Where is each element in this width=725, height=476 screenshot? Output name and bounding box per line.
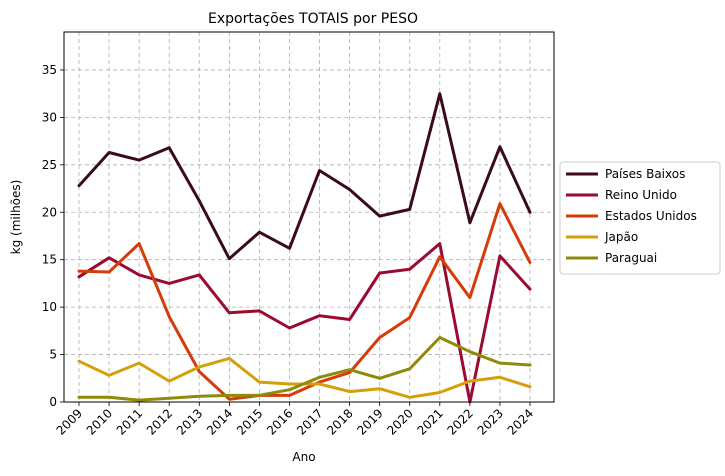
y-tick-label: 30 bbox=[42, 110, 57, 124]
plot-frame bbox=[63, 31, 555, 403]
chart-title: Exportações TOTAIS por PESO bbox=[208, 11, 418, 27]
legend-label: Reino Unido bbox=[605, 188, 677, 202]
series-line bbox=[77, 336, 532, 402]
y-tick-label: 20 bbox=[42, 205, 57, 219]
y-tick-label: 15 bbox=[42, 253, 57, 267]
legend: Países Baixos Reino Unido Estados Unidos Ja… bbox=[559, 161, 721, 275]
y-tick-label: 35 bbox=[42, 63, 57, 77]
y-tick-label: 0 bbox=[49, 395, 57, 409]
legend-label: Estados Unidos bbox=[605, 209, 697, 223]
x-axis-label: Ano bbox=[292, 450, 315, 464]
series-line bbox=[77, 202, 532, 401]
y-axis-label: kg (milhões) bbox=[9, 180, 23, 255]
y-tick-label: 10 bbox=[42, 300, 57, 314]
y-tick-label: 5 bbox=[49, 348, 57, 362]
series-line bbox=[77, 92, 532, 261]
series-lines bbox=[77, 92, 532, 404]
legend-label: Paraguai bbox=[605, 251, 657, 265]
legend-label: Países Baixos bbox=[605, 167, 685, 181]
legend-label: Japão bbox=[604, 230, 638, 244]
legend-box bbox=[559, 161, 721, 275]
y-axis: 0 5 10 15 20 25 30 35 bbox=[42, 63, 64, 409]
y-tick-label: 25 bbox=[42, 158, 57, 172]
